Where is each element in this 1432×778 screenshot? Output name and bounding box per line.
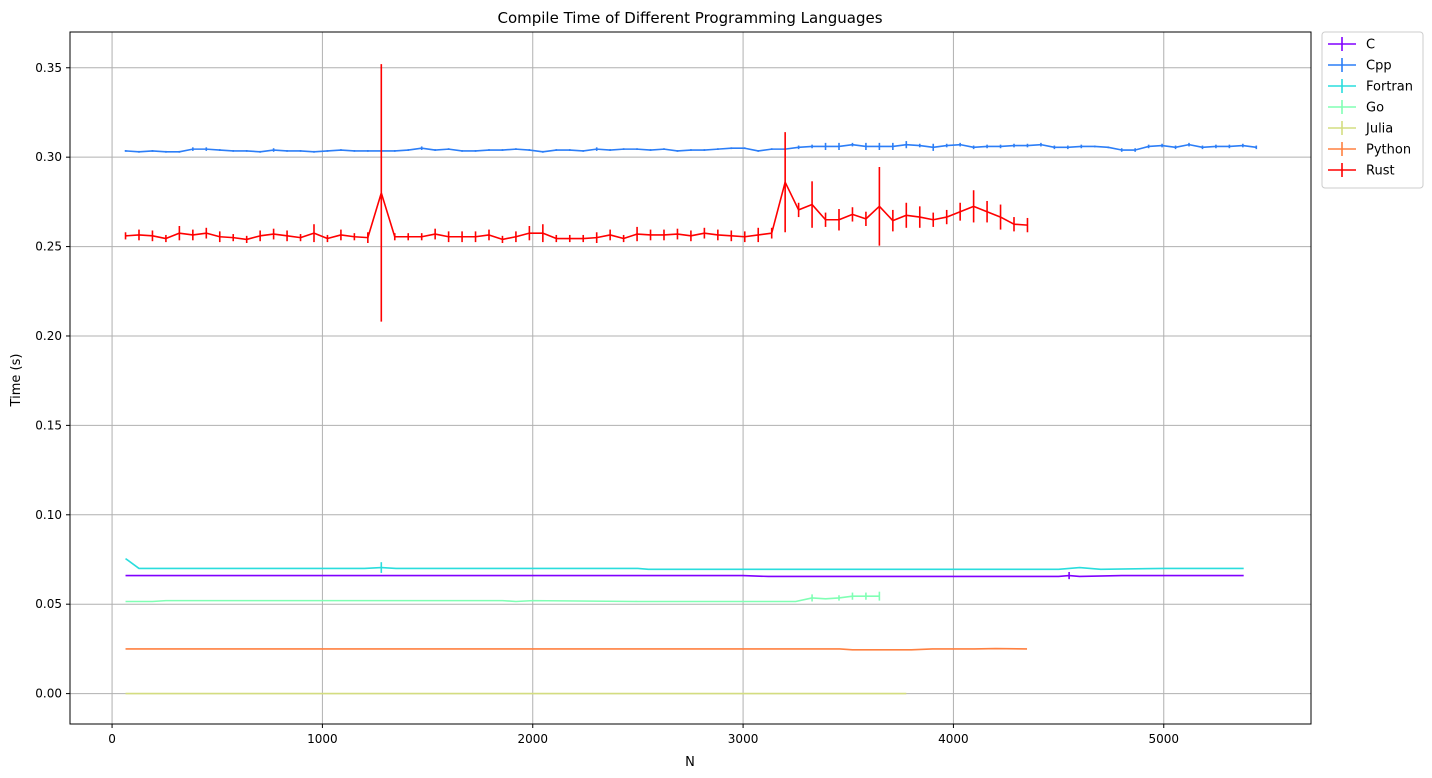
x-tick-label: 5000 [1148,732,1179,746]
legend-label-rust: Rust [1366,164,1395,179]
x-tick-label: 4000 [938,732,969,746]
legend-label-fortran: Fortran [1366,80,1413,95]
plot-area-frame [69,31,1312,725]
series-layer [124,64,1258,695]
series-cpp [124,141,1258,153]
y-tick-label: 0.35 [35,61,62,75]
legend-label-python: Python [1366,143,1411,158]
series-line-go [125,595,880,603]
y-tick-label: 0.25 [35,240,62,254]
legend-label-julia: Julia [1365,122,1393,137]
series-fortran [125,557,1244,573]
legend-label-cpp: Cpp [1366,59,1392,74]
legend-label-c: C [1366,38,1375,53]
y-tick-label: 0.10 [35,508,62,522]
y-axis-label: Time (s) [9,354,24,408]
y-tick-label: 0.05 [35,597,62,611]
y-tick-label: 0.15 [35,418,62,432]
series-line-rust [125,181,1028,241]
x-tick-label: 1000 [307,732,338,746]
chart-title: Compile Time of Different Programming La… [497,9,882,27]
y-tick-label: 0.00 [35,687,62,701]
series-rust [124,64,1029,322]
x-tick-label: 3000 [728,732,759,746]
legend: C Cpp Fortran Go Julia Python Rust [1321,31,1424,189]
x-tick-label: 0 [108,732,116,746]
series-python [125,647,1028,651]
series-line-c [125,574,1244,578]
y-tick-label: 0.30 [35,150,62,164]
y-tick-label: 0.20 [35,329,62,343]
grid-lines [70,32,1311,724]
x-tick-label: 2000 [517,732,548,746]
series-go [125,591,881,603]
legend-label-go: Go [1366,101,1384,116]
x-axis-label: N [685,755,695,770]
series-c [125,572,1244,580]
axes: 0 1000 2000 3000 4000 5000 0.00 0.05 0.10 0.15 0.2… [35,61,1179,746]
